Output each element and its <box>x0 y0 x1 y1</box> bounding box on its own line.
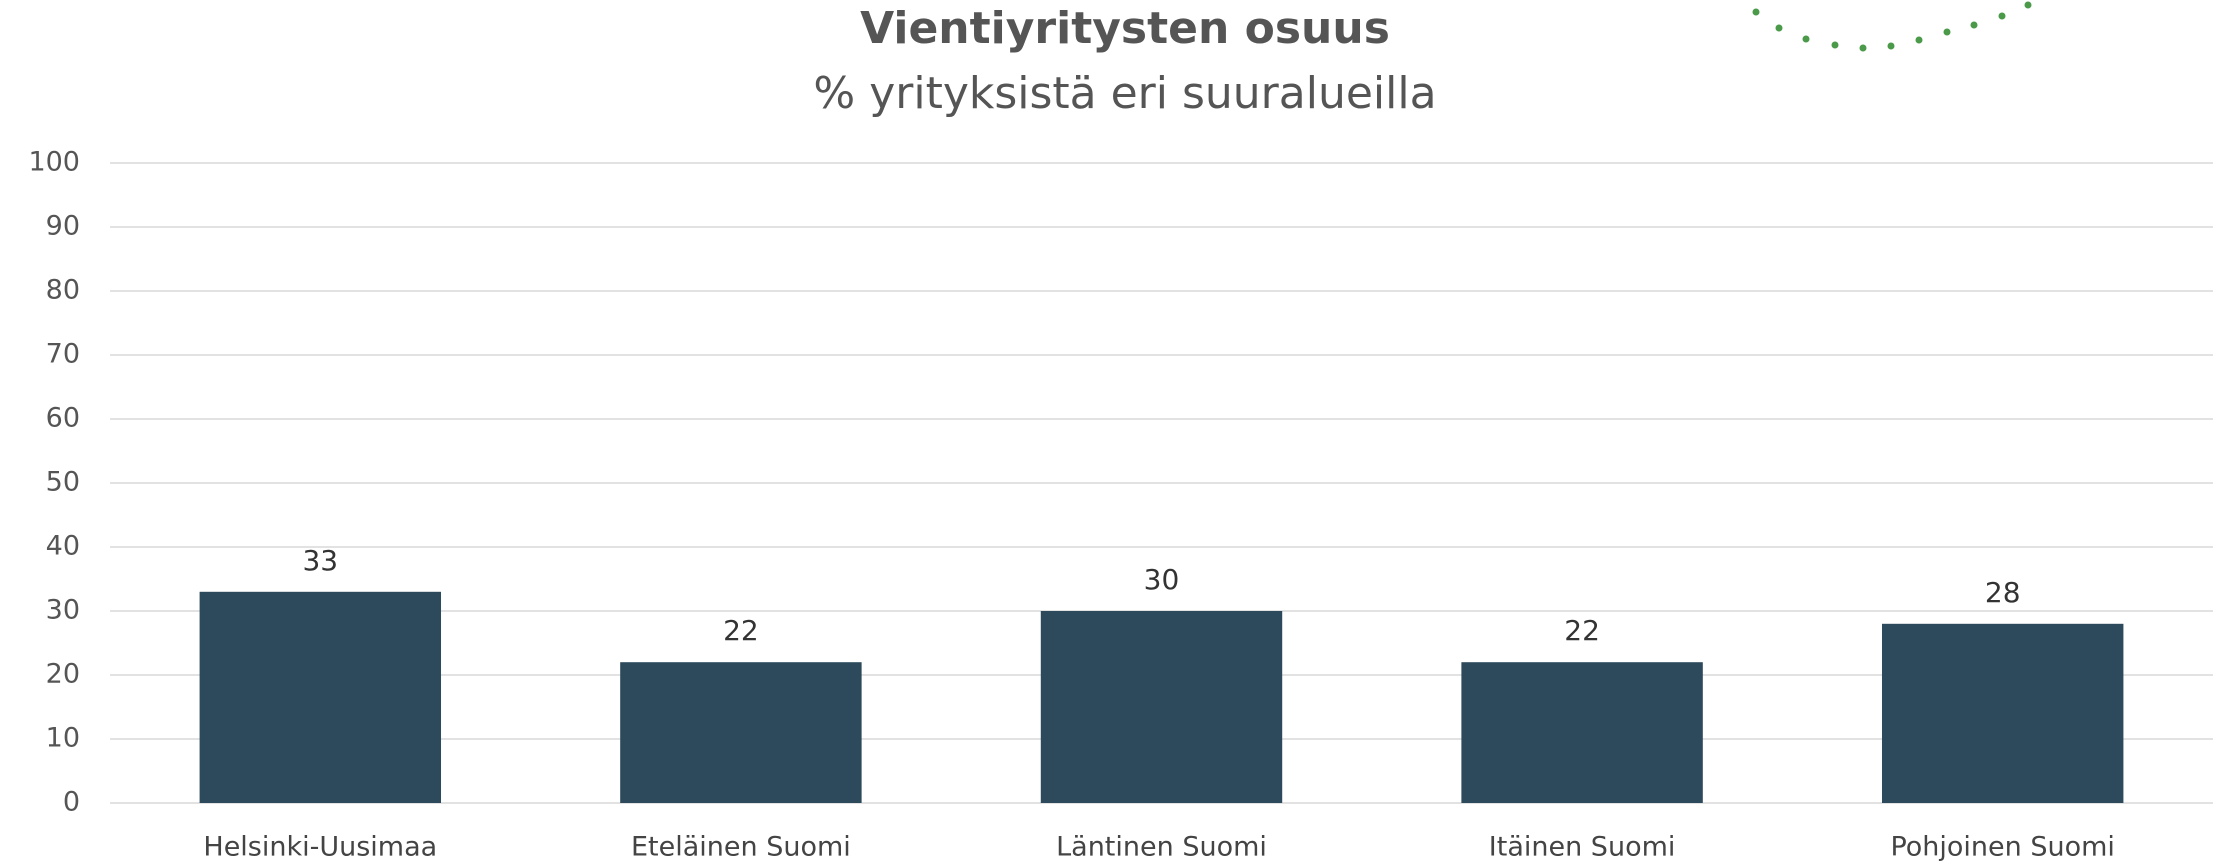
bar <box>1040 611 1283 803</box>
decoration <box>1752 1 2032 52</box>
y-tick-label: 30 <box>46 595 80 626</box>
x-tick-label: Pohjoinen Suomi <box>1890 832 2114 863</box>
chart-title: Vientiyritysten osuus <box>860 3 1390 54</box>
y-tick-label: 90 <box>46 211 80 242</box>
data-label: 30 <box>1144 563 1180 596</box>
bar <box>1881 623 2124 803</box>
data-label: 22 <box>1564 614 1600 647</box>
bar <box>199 591 442 803</box>
y-tick-label: 80 <box>46 275 80 306</box>
y-tick-label: 0 <box>63 787 80 818</box>
data-label: 33 <box>302 544 338 577</box>
y-tick-label: 100 <box>28 147 80 178</box>
chart-subtitle: % yrityksistä eri suuralueilla <box>813 68 1436 119</box>
y-tick-label: 60 <box>46 403 80 434</box>
x-tick-label: Itäinen Suomi <box>1489 832 1676 863</box>
x-tick-label: Helsinki-Uusimaa <box>203 832 437 863</box>
x-tick-label: Eteläinen Suomi <box>631 832 851 863</box>
y-tick-label: 70 <box>46 339 80 370</box>
y-tick-label: 40 <box>46 531 80 562</box>
y-tick-label: 50 <box>46 467 80 498</box>
data-label: 28 <box>1985 576 2021 609</box>
x-tick-label: Läntinen Suomi <box>1056 832 1267 863</box>
y-tick-label: 20 <box>46 659 80 690</box>
data-label: 22 <box>723 614 759 647</box>
y-tick-label: 10 <box>46 723 80 754</box>
bar <box>620 662 862 803</box>
bar <box>1461 662 1703 803</box>
